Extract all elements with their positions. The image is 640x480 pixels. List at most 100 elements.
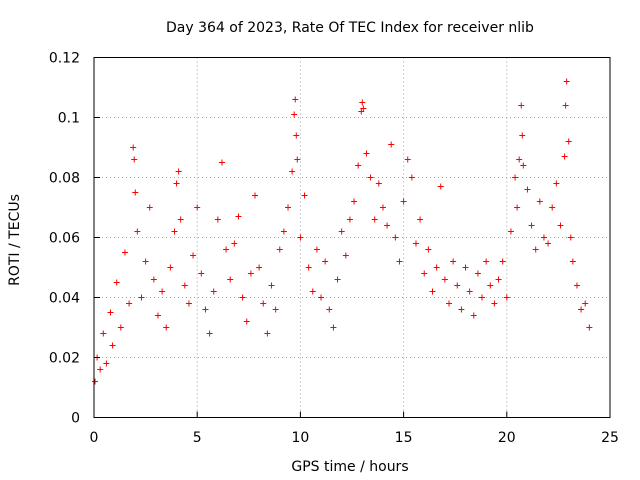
data-point (126, 300, 133, 307)
data-points (92, 78, 593, 385)
data-point (425, 246, 432, 253)
data-point (586, 324, 593, 331)
data-point (334, 276, 341, 283)
data-point (371, 216, 378, 223)
data-point (487, 282, 494, 289)
data-point (103, 360, 110, 367)
data-point (561, 153, 568, 160)
data-point (549, 204, 556, 211)
data-point (285, 204, 292, 211)
data-point (264, 330, 271, 337)
data-point (375, 180, 382, 187)
data-point (202, 306, 209, 313)
y-tick-label: 0.04 (49, 291, 80, 307)
y-tick-label: 0.12 (49, 51, 80, 67)
data-point (441, 276, 448, 283)
data-point (446, 300, 453, 307)
data-point (100, 330, 107, 337)
data-point (313, 246, 320, 253)
x-tick-label: 15 (395, 430, 413, 446)
data-point (171, 228, 178, 235)
data-point (355, 162, 362, 169)
data-point (167, 264, 174, 271)
data-point (454, 282, 461, 289)
data-point (243, 318, 250, 325)
data-point (519, 132, 526, 139)
data-point (251, 192, 258, 199)
data-point (400, 198, 407, 205)
data-point (516, 156, 523, 163)
data-point (392, 234, 399, 241)
data-point (301, 192, 308, 199)
data-point (223, 246, 230, 253)
data-point (518, 102, 525, 109)
data-point (388, 141, 395, 148)
data-point (293, 132, 300, 139)
data-point (276, 246, 283, 253)
y-tick-label: 0.08 (49, 171, 80, 187)
data-point (227, 276, 234, 283)
data-point (540, 234, 547, 241)
data-point (433, 264, 440, 271)
data-point (499, 258, 506, 265)
data-point (528, 222, 535, 229)
data-point (175, 168, 182, 175)
data-point (495, 276, 502, 283)
data-point (346, 216, 353, 223)
data-point (514, 204, 521, 211)
y-axis-label: ROTI / TECUs (7, 194, 23, 286)
data-point (305, 264, 312, 271)
data-point (210, 288, 217, 295)
data-point (194, 204, 201, 211)
data-point (363, 150, 370, 157)
data-point (359, 99, 366, 106)
data-point (326, 306, 333, 313)
data-point (532, 246, 539, 253)
data-point (92, 378, 99, 385)
y-tick-label: 0.02 (49, 351, 80, 367)
data-point (134, 228, 141, 235)
data-point (117, 324, 124, 331)
data-point (138, 294, 145, 301)
data-point (578, 306, 585, 313)
data-point (190, 252, 197, 259)
data-point (396, 258, 403, 265)
data-point (132, 189, 139, 196)
data-point (491, 300, 498, 307)
x-tick-label: 25 (601, 430, 619, 446)
data-point (235, 213, 242, 220)
data-point (272, 306, 279, 313)
data-point (291, 111, 298, 118)
data-point (565, 138, 572, 145)
data-point (292, 96, 299, 103)
data-point (294, 156, 301, 163)
x-axis-label: GPS time / hours (291, 459, 408, 475)
data-point (173, 180, 180, 187)
data-point (218, 159, 225, 166)
data-point (131, 156, 138, 163)
data-point (553, 180, 560, 187)
data-point (177, 216, 184, 223)
x-tick-label: 20 (498, 430, 516, 446)
data-point (567, 234, 574, 241)
data-point (437, 183, 444, 190)
data-point (512, 174, 519, 181)
data-point (268, 282, 275, 289)
data-point (113, 279, 120, 286)
data-point (384, 222, 391, 229)
data-point (231, 240, 238, 247)
data-point (338, 228, 345, 235)
data-point (479, 294, 486, 301)
data-point (404, 156, 411, 163)
data-point (417, 216, 424, 223)
x-tick-label: 5 (193, 430, 202, 446)
data-point (582, 300, 589, 307)
data-point (256, 264, 263, 271)
data-point (280, 228, 287, 235)
data-point (408, 174, 415, 181)
data-point (351, 198, 358, 205)
data-point (342, 252, 349, 259)
data-point (198, 270, 205, 277)
data-point (557, 222, 564, 229)
plot-frame (93, 57, 611, 418)
